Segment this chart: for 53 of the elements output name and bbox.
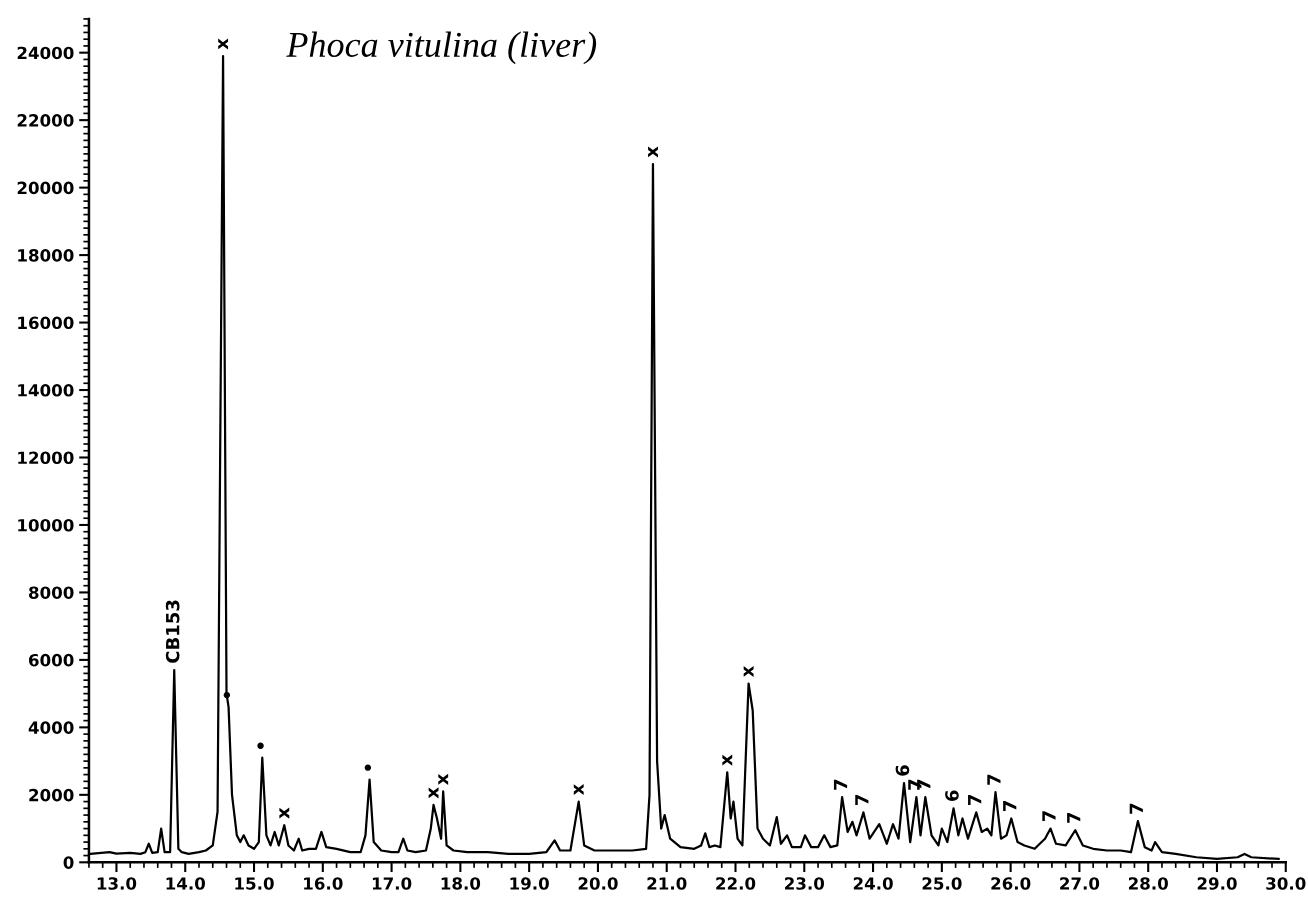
x-tick-label: 29.0 — [1197, 877, 1237, 890]
x-tick-label: 27.0 — [1060, 877, 1100, 890]
x-tick-label: 17.0 — [372, 877, 412, 890]
annotation: 6 — [945, 790, 959, 801]
x-tick-label: 23.0 — [785, 877, 825, 890]
y-tick-label: 2000 — [29, 788, 74, 802]
y-tick-label: 10000 — [18, 518, 74, 532]
annotation: x — [573, 783, 584, 796]
y-tick-label: 22000 — [17, 114, 74, 127]
annotation: • — [257, 742, 264, 749]
x-tick-label: 15.0 — [235, 877, 274, 890]
y-tick-label: 8000 — [28, 586, 74, 599]
y-tick-label: 14000 — [18, 383, 74, 397]
x-tick-label: 19.0 — [510, 877, 549, 890]
y-tick-label: 24000 — [17, 46, 74, 60]
annotation: 7 — [1067, 812, 1081, 823]
annotation: 7 — [1042, 811, 1056, 822]
x-tick-label: 13.0 — [97, 877, 137, 890]
annotation: x — [218, 38, 229, 50]
annotation: x — [722, 754, 733, 766]
annotation: 7 — [1003, 801, 1017, 811]
annotation: 7 — [855, 795, 869, 805]
annotation: 7 — [833, 779, 848, 790]
x-tick-label: 16.0 — [304, 877, 343, 890]
y-tick-label: 6000 — [29, 653, 74, 667]
x-tick-label: 18.0 — [441, 877, 481, 890]
x-tick-label: 14.0 — [166, 877, 205, 890]
annotation: • — [364, 764, 372, 771]
x-tick-label: 30.0 — [1266, 877, 1306, 890]
y-tick-label: 16000 — [18, 316, 74, 330]
annotation: x — [648, 146, 658, 158]
x-tick-label: 22.0 — [716, 877, 756, 890]
annotation: CB153 — [165, 600, 180, 663]
annotation: 7 — [1129, 803, 1143, 814]
x-tick-label: 25.0 — [922, 877, 962, 890]
y-tick-label: 18000 — [18, 249, 74, 262]
y-tick-label: 12000 — [18, 451, 74, 465]
annotation: x — [279, 807, 290, 819]
annotation: x — [743, 665, 754, 677]
annotation: 6 — [895, 765, 910, 776]
chart-title: Phoca vitulina (liver) — [286, 31, 597, 65]
x-tick-label: 20.0 — [578, 877, 618, 890]
annotation: x — [438, 773, 449, 785]
x-tick-label: 28.0 — [1128, 877, 1168, 890]
annotation: 7 — [987, 774, 1001, 785]
x-tick-label: 26.0 — [991, 877, 1031, 890]
y-tick-label: 4000 — [28, 721, 74, 734]
y-tick-label: 0 — [63, 856, 74, 869]
y-tick-label: 20000 — [17, 181, 74, 195]
annotation: x — [428, 787, 439, 799]
x-tick-label: 21.0 — [647, 877, 687, 890]
annotation: 7 — [968, 795, 982, 805]
x-tick-label: 24.0 — [853, 877, 893, 890]
